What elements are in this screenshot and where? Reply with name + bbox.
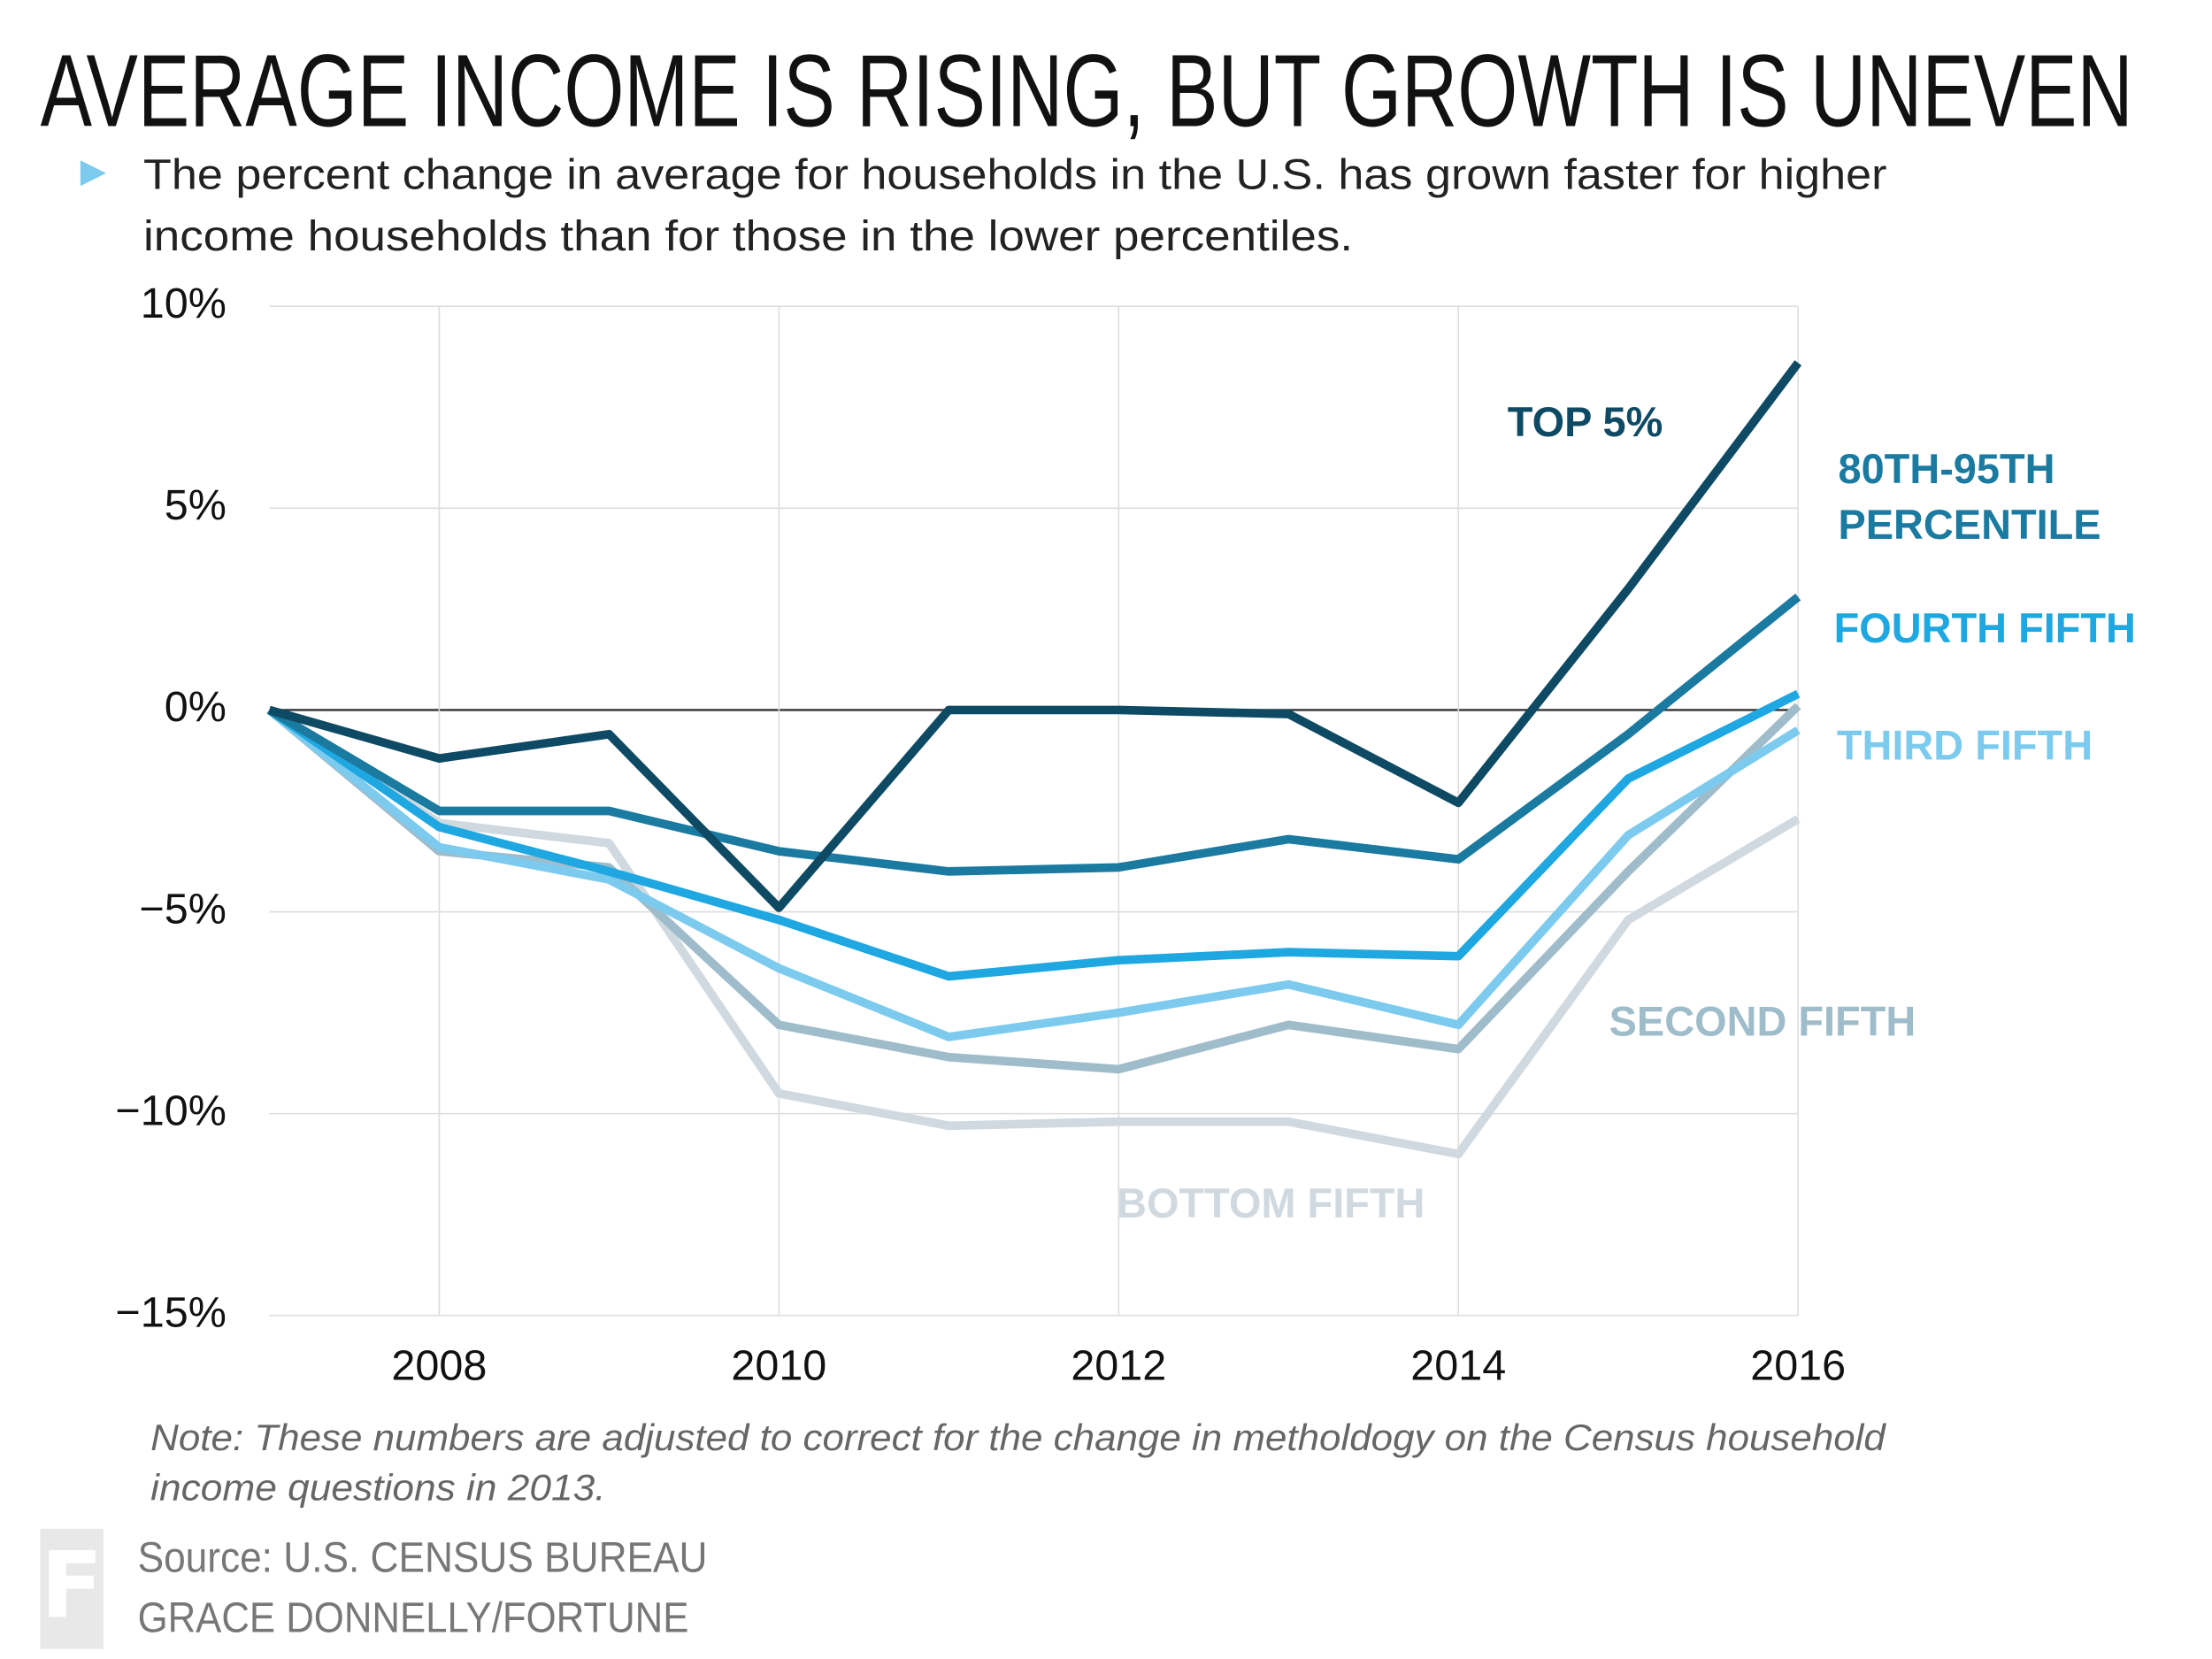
y-tick-label: 0% [165,683,227,731]
note: Note: These numbers are adjusted to corr… [150,1417,1886,1458]
source: Source: U.S. CENSUS BUREAU [138,1533,708,1581]
subtitle: income households than for those in the … [143,212,1353,260]
series-label: TOP 5% [1508,399,1663,445]
series-line [266,706,1801,1159]
x-tick-label: 2016 [1750,1341,1846,1389]
subtitle: The percent change in average for househ… [143,151,1886,199]
series-line [266,706,1801,1041]
logo-box [40,1528,104,1649]
series-line [266,593,1801,876]
series-label: BOTTOM FIFTH [1117,1180,1425,1226]
chart-title: AVERAGE INCOME IS RISING, BUT GROWTH IS … [41,33,2133,148]
series-line [266,703,1801,1074]
x-tick-label: 2012 [1071,1341,1166,1389]
y-tick-label: −5% [139,885,226,933]
series-line [268,360,1802,912]
x-tick-label: 2014 [1410,1341,1506,1389]
bullet [80,160,106,187]
series-label: THIRD FIFTH [1837,722,2093,768]
source: GRACE DONNELLY/FORTUNE [138,1594,689,1641]
y-tick-label: −15% [115,1289,226,1337]
series-label: 80TH-95TH PERCENTILE [1838,446,2101,548]
y-tick-label: 10% [141,280,227,327]
series-label: SECOND FIFTH [1609,999,1916,1045]
note: income questions in 2013. [150,1466,605,1508]
series-line [266,689,1801,981]
x-tick-label: 2010 [731,1341,826,1389]
logo: F [41,1532,104,1639]
x-tick-label: 2008 [391,1341,487,1389]
y-tick-label: −10% [115,1087,226,1134]
series-label: FOURTH FIFTH [1834,605,2136,651]
y-tick-label: 5% [165,481,227,529]
